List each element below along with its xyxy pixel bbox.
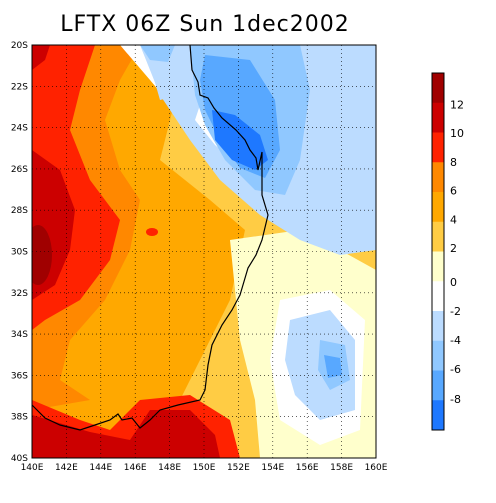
lon-label: 156E — [296, 463, 319, 473]
colorbar-swatch — [432, 132, 444, 163]
colorbar-swatch — [432, 251, 444, 282]
colorbar-label: -8 — [450, 393, 461, 406]
map-frame — [31, 44, 377, 459]
colorbar-swatch — [432, 162, 444, 193]
colorbar-swatch — [432, 192, 444, 223]
map-title: LFTX 06Z Sun 1dec2002 — [60, 12, 350, 37]
colorbar-label: 0 — [450, 276, 457, 289]
lat-label: 38S — [11, 413, 28, 423]
colorbar-label: -6 — [450, 363, 461, 376]
colorbar-swatch — [432, 311, 444, 342]
lon-label: 146E — [124, 463, 147, 473]
lon-label: 148E — [158, 463, 181, 473]
colorbar-frame — [431, 72, 445, 431]
lat-label: 36S — [11, 371, 28, 381]
colorbar-label: -2 — [450, 305, 461, 318]
coastline — [31, 44, 269, 431]
colorbar-label: 12 — [450, 99, 464, 112]
lat-label: 22S — [11, 82, 28, 92]
colorbar-swatch — [432, 370, 444, 401]
colorbar-labels: 12 10 8 6 4 2 0 -2 -4 -6 -8 — [450, 99, 464, 407]
colorbar-swatch — [432, 221, 444, 252]
lon-label: 144E — [89, 463, 112, 473]
grid-lines — [32, 45, 376, 458]
lon-label: 152E — [227, 463, 250, 473]
colorbar-swatch — [432, 400, 444, 431]
colorbar-label: -4 — [450, 334, 461, 347]
lon-label: 160E — [365, 463, 388, 473]
lat-label: 40S — [11, 454, 28, 464]
colorbar-label: 10 — [450, 127, 464, 140]
lon-label: 158E — [330, 463, 353, 473]
lon-label: 140E — [21, 463, 44, 473]
lat-label: 32S — [11, 289, 28, 299]
colorbar-label: 8 — [450, 156, 457, 169]
lat-label: 34S — [11, 330, 28, 340]
lat-label: 30S — [11, 248, 28, 258]
latitude-axis: 20S 22S 24S 26S 28S 30S 32S 34S 36S 38S … — [11, 41, 28, 464]
lat-label: 24S — [11, 124, 28, 134]
colorbar-swatch — [432, 73, 444, 104]
lon-label: 154E — [261, 463, 284, 473]
colorbar-label: 6 — [450, 185, 457, 198]
colorbar-label: 2 — [450, 242, 457, 255]
lat-label: 28S — [11, 206, 28, 216]
colorbar-label: 4 — [450, 213, 457, 226]
colorbar-swatch — [432, 281, 444, 312]
colorbar-swatch — [432, 340, 444, 371]
longitude-axis: 140E 142E 144E 146E 148E 150E 152E 154E … — [21, 463, 388, 473]
lat-label: 20S — [11, 41, 28, 51]
lat-label: 26S — [11, 165, 28, 175]
colorbar: 12 10 8 6 4 2 0 -2 -4 -6 -8 — [431, 72, 464, 431]
colorbar-swatch — [432, 102, 444, 133]
lon-label: 150E — [193, 463, 216, 473]
lon-label: 142E — [55, 463, 78, 473]
